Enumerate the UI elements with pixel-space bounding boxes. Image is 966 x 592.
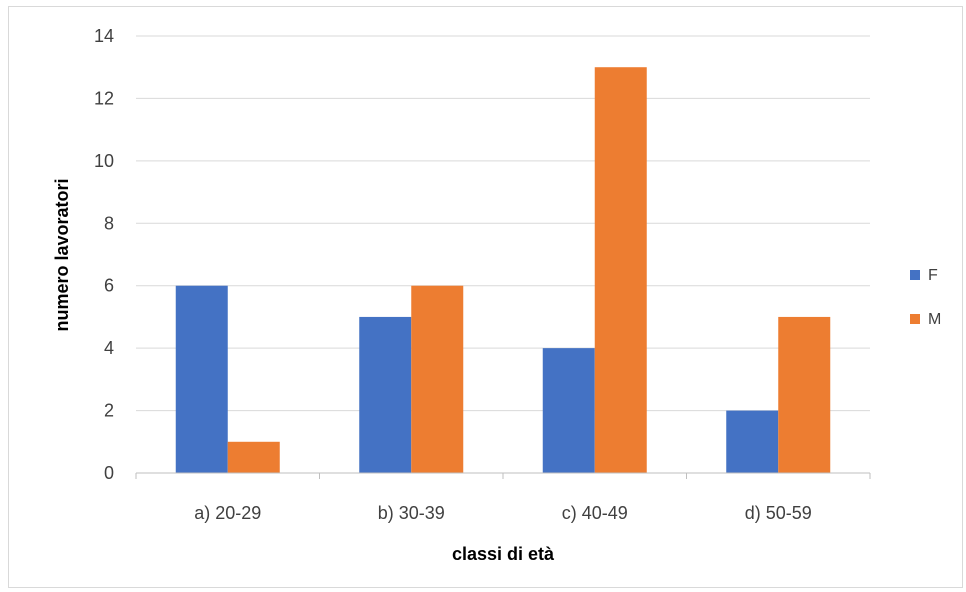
y-tick-label: 6 xyxy=(104,276,114,296)
bars xyxy=(175,67,831,473)
y-axis-title: numero lavoratori xyxy=(52,178,72,331)
bar-f-2 xyxy=(359,316,412,473)
x-tick-label: c) 40-49 xyxy=(562,503,628,523)
y-axis-ticks: 0 2 4 6 8 10 12 14 xyxy=(94,26,114,483)
y-tick-label: 4 xyxy=(104,338,114,358)
legend-swatch-m xyxy=(910,314,920,324)
x-axis xyxy=(135,472,871,479)
y-tick-label: 14 xyxy=(94,26,114,46)
y-tick-label: 10 xyxy=(94,151,114,171)
bar-m-1 xyxy=(227,441,280,473)
x-tick-label: d) 50-59 xyxy=(745,503,812,523)
bar-m-3 xyxy=(594,67,647,473)
y-tick-label: 8 xyxy=(104,213,114,233)
bar-f-3 xyxy=(542,348,595,473)
legend-label-f: F xyxy=(928,267,938,284)
y-tick-label: 2 xyxy=(104,401,114,421)
legend-label-m: M xyxy=(928,311,941,328)
y-tick-label: 12 xyxy=(94,88,114,108)
bar-m-4 xyxy=(778,316,831,473)
x-tick-label: a) 20-29 xyxy=(194,503,261,523)
legend: FM xyxy=(910,267,941,328)
bar-f-1 xyxy=(175,285,228,473)
x-tick-label: b) 30-39 xyxy=(378,503,445,523)
x-axis-ticks: a) 20-29 b) 30-39 c) 40-49 d) 50-59 xyxy=(194,503,812,523)
bar-f-4 xyxy=(726,410,779,473)
legend-swatch-f xyxy=(910,270,920,280)
bar-m-2 xyxy=(411,285,464,473)
x-axis-title: classi di età xyxy=(452,544,555,564)
chart-frame xyxy=(8,6,963,588)
gridlines xyxy=(136,35,870,412)
y-tick-label: 0 xyxy=(104,463,114,483)
